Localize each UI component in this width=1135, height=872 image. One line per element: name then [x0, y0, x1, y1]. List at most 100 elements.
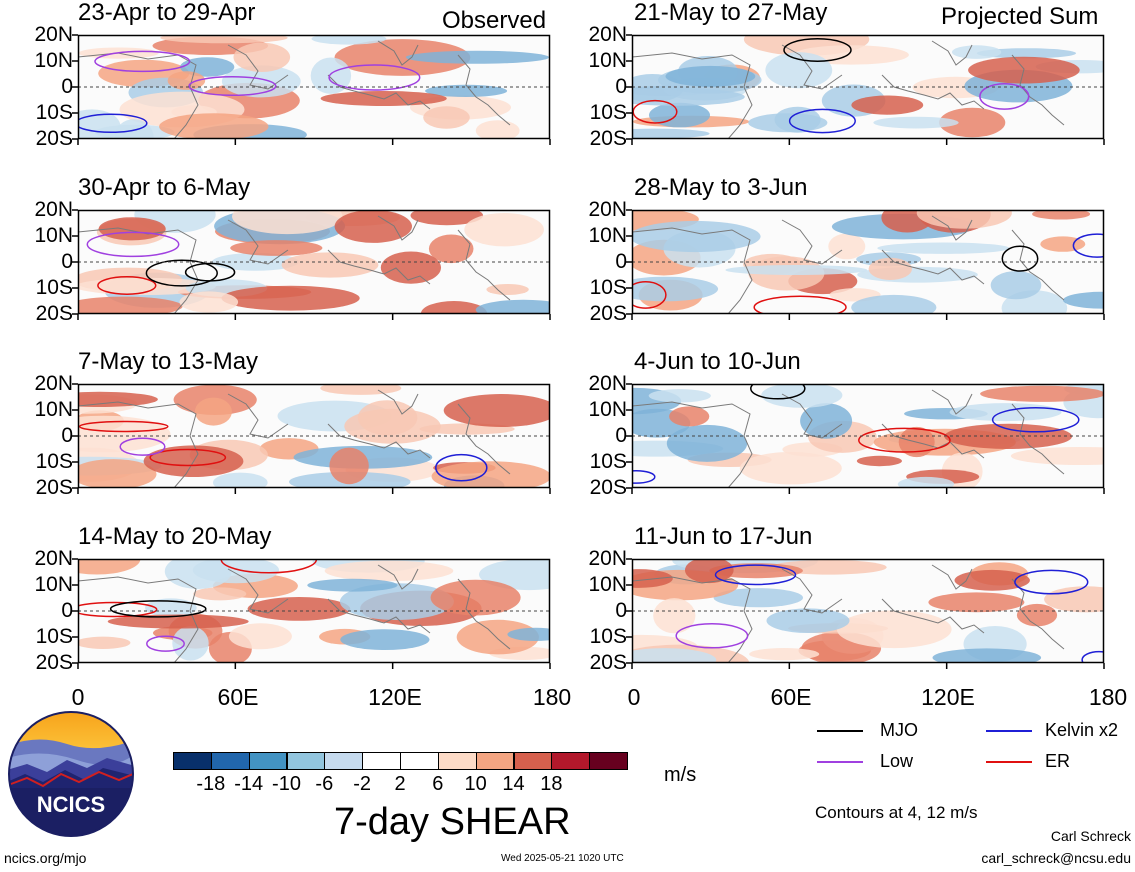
- coastline: [632, 52, 753, 139]
- y-tick-label: 20N: [588, 23, 627, 46]
- colorbar-swatch: [324, 752, 364, 770]
- projected-panel-1: [626, 34, 1105, 145]
- shear-anomaly-patch: [868, 257, 912, 280]
- colorbar-tick-label: 2: [394, 773, 406, 795]
- shear-anomaly-patch: [380, 251, 441, 284]
- filter-contour: [145, 259, 218, 287]
- y-tick-label: 0: [61, 424, 73, 447]
- shear-anomaly-patch: [193, 587, 247, 601]
- legend-low-label: Low: [880, 751, 914, 771]
- shear-anomaly-patch: [420, 301, 488, 314]
- website-link[interactable]: ncics.org/mjo: [4, 850, 87, 866]
- filter-contour: [78, 420, 169, 433]
- shear-anomaly-patch: [980, 385, 1104, 402]
- shear-anomaly-patch: [916, 210, 1012, 229]
- observed-panel-2: [72, 209, 551, 320]
- shear-anomaly-patch: [430, 579, 521, 616]
- panel-title: 7-May to 13-May: [78, 348, 259, 375]
- coastline: [457, 54, 511, 126]
- panel-frame: [77, 558, 551, 664]
- colorbar-tick-label: -18: [196, 773, 226, 795]
- shear-anomaly-patch: [765, 52, 833, 89]
- y-tick-label: 10N: [588, 49, 627, 72]
- shear-anomaly-patch: [897, 476, 955, 488]
- shear-anomaly-patch: [159, 113, 269, 139]
- shear-map: [626, 34, 1105, 145]
- y-tick-label: 10S: [589, 450, 627, 473]
- shear-anomaly-patch: [221, 65, 301, 98]
- shear-anomaly-patch: [428, 234, 474, 264]
- author: Carl Schreck: [1050, 828, 1131, 844]
- shear-anomaly-patch: [939, 107, 1006, 138]
- coastline: [377, 40, 419, 66]
- coastline: [1011, 403, 1065, 475]
- shear-anomaly-patch: [167, 71, 206, 90]
- shear-anomaly-patch: [944, 423, 1073, 449]
- colorbar-swatch: [362, 752, 401, 770]
- filter-contour: [188, 75, 277, 97]
- shear-anomaly-patch: [836, 610, 952, 649]
- shear-anomaly-patch: [98, 217, 166, 241]
- x-tick-left-60e: 60E: [217, 684, 259, 710]
- filter-contour: [1081, 650, 1104, 663]
- shear-anomaly-patch: [179, 291, 239, 313]
- shear-map: [626, 383, 1105, 494]
- shear-map: [72, 34, 551, 145]
- shear-anomaly-patch: [310, 57, 352, 94]
- colorbar-swatch: [286, 752, 326, 770]
- shear-anomaly-patch: [233, 42, 291, 72]
- y-tick-label: 20N: [34, 547, 73, 570]
- coastline: [78, 401, 199, 488]
- y-tick-label: 20S: [589, 476, 627, 499]
- filter-contour: [788, 108, 856, 134]
- colorbar-swatch: [437, 752, 477, 770]
- filter-contour: [858, 427, 951, 453]
- y-tick-label: 10N: [588, 224, 627, 247]
- shear-anomaly-patch: [486, 284, 529, 295]
- panel-frame: [631, 209, 1105, 315]
- filter-contour: [632, 280, 667, 309]
- shear-anomaly-patch: [928, 592, 1025, 613]
- coastline: [1011, 229, 1065, 301]
- y-tick-label: 10N: [34, 398, 73, 421]
- filter-contour: [78, 601, 158, 618]
- y-tick-label: 10S: [589, 276, 627, 299]
- filter-contour: [435, 453, 488, 482]
- filter-contour: [632, 469, 656, 484]
- y-tick-label: 10N: [34, 49, 73, 72]
- shear-anomaly-patch: [340, 629, 430, 650]
- shear-anomaly-patch: [725, 265, 868, 275]
- colorbar-tick-label: 18: [540, 773, 563, 795]
- panel-title: 4-Jun to 10-Jun: [634, 348, 801, 375]
- shear-anomaly-patch: [425, 84, 508, 97]
- projected-panel-4: [626, 558, 1105, 669]
- y-tick-label: 10N: [34, 573, 73, 596]
- y-tick-label: 10N: [588, 398, 627, 421]
- filter-contour: [109, 600, 207, 618]
- y-tick-label: 10N: [588, 573, 627, 596]
- y-tick-label: 20S: [35, 127, 73, 150]
- shear-anomaly-patch: [78, 296, 183, 314]
- shear-anomaly-patch: [78, 277, 216, 295]
- shear-anomaly-patch: [194, 397, 232, 426]
- y-tick-label: 20N: [588, 547, 627, 570]
- shear-anomaly-patch: [932, 648, 1042, 663]
- shear-anomaly-patch: [632, 220, 761, 253]
- panel-title: 21-May to 27-May: [634, 0, 828, 26]
- shear-map: [626, 558, 1105, 669]
- shear-anomaly-patch: [1063, 291, 1104, 309]
- filter-contour: [1014, 569, 1089, 595]
- shear-anomaly-patch: [851, 294, 937, 314]
- shear-anomaly-patch: [230, 240, 323, 256]
- shear-anomaly-patch: [952, 45, 1002, 59]
- colorbar-tick-label: 10: [464, 773, 487, 795]
- y-tick-label: 0: [615, 599, 627, 622]
- coastline: [1011, 578, 1065, 650]
- shear-anomaly-patch: [213, 472, 268, 488]
- coastline: [78, 52, 199, 139]
- y-tick-label: 0: [615, 424, 627, 447]
- coastline: [931, 564, 973, 590]
- chart-title: 7-day SHEAR: [334, 801, 571, 843]
- shear-anomaly-patch: [172, 626, 209, 661]
- filter-contour: [783, 38, 852, 62]
